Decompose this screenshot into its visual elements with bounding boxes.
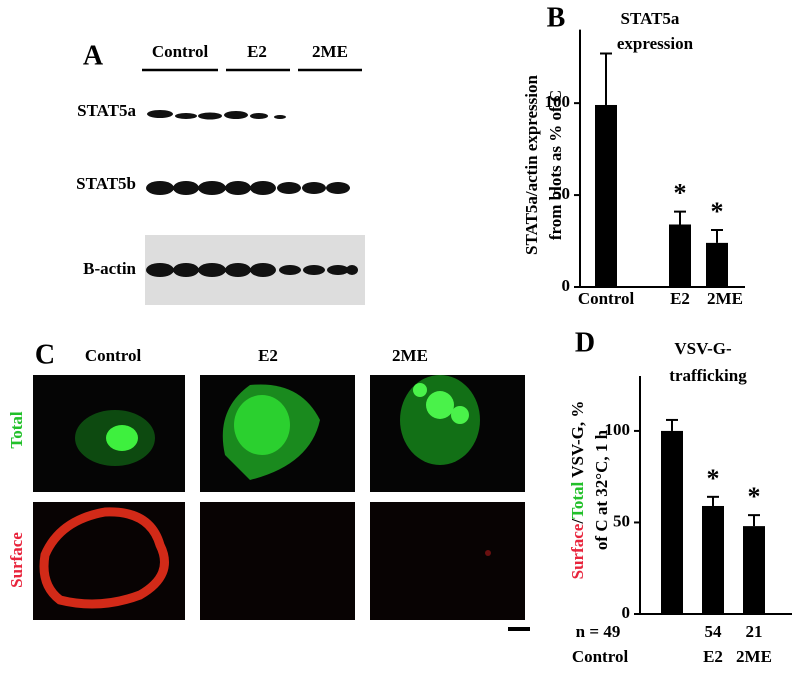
bar	[669, 224, 691, 287]
y-tick-label: 100	[605, 420, 631, 439]
row-label: B-actin	[83, 259, 136, 278]
y-tick-label: 50	[553, 184, 570, 203]
panel-label: D	[575, 327, 595, 358]
y-tick-label: 100	[545, 92, 571, 111]
micrographs	[33, 375, 530, 631]
bar	[702, 505, 724, 614]
column-label: Control	[85, 346, 142, 365]
group-label: E2	[247, 42, 267, 61]
y-tick-label: 50	[613, 511, 630, 530]
chart-title: STAT5a	[621, 9, 680, 28]
label-part: Total	[568, 481, 587, 518]
chart-title: VSV-G-	[674, 339, 732, 358]
row-label: Total	[7, 411, 26, 448]
x-tick-label: 2ME	[707, 289, 743, 308]
bar	[743, 526, 765, 614]
label-part: /	[568, 519, 587, 525]
y-tick-label: 0	[622, 603, 631, 622]
x-tick-label: E2	[703, 647, 723, 666]
y-axis-label: Surface/Total VSV-G, %	[568, 401, 587, 580]
row-label: STAT5a	[77, 101, 136, 120]
chart-title: trafficking	[669, 366, 747, 385]
significance: *	[748, 482, 761, 511]
column-label: E2	[258, 346, 278, 365]
y-axis-label: STAT5a/actin expression	[522, 74, 541, 254]
bar	[661, 430, 683, 614]
n-label: 54	[705, 622, 723, 641]
column-label: 2ME	[392, 346, 428, 365]
significance: *	[707, 464, 720, 493]
y-tick-label: 0	[562, 276, 571, 295]
bar	[595, 104, 617, 287]
x-tick-label: E2	[670, 289, 690, 308]
panel-label: A	[83, 40, 104, 71]
chart-title: expression	[617, 34, 694, 53]
bar	[706, 242, 728, 287]
y-axis-label: from blots as % of C	[546, 90, 565, 240]
row-label: Surface	[7, 532, 26, 588]
label-part: VSV-G, %	[568, 401, 587, 482]
x-tick-label: Control	[572, 647, 629, 666]
x-tick-label: Control	[578, 289, 635, 308]
group-label: 2ME	[312, 42, 348, 61]
significance: *	[711, 197, 724, 226]
group-label: Control	[152, 42, 209, 61]
significance: *	[674, 179, 687, 208]
n-label: n = 49	[576, 622, 621, 641]
x-tick-label: 2ME	[736, 647, 772, 666]
y-axis-label: of C at 32°C, 1 h	[592, 429, 611, 550]
label-part: Surface	[568, 523, 587, 579]
row-label: STAT5b	[76, 174, 136, 193]
panel-label: B	[547, 2, 566, 33]
panel-label: C	[35, 339, 55, 370]
blot	[145, 110, 365, 305]
n-label: 21	[746, 622, 763, 641]
